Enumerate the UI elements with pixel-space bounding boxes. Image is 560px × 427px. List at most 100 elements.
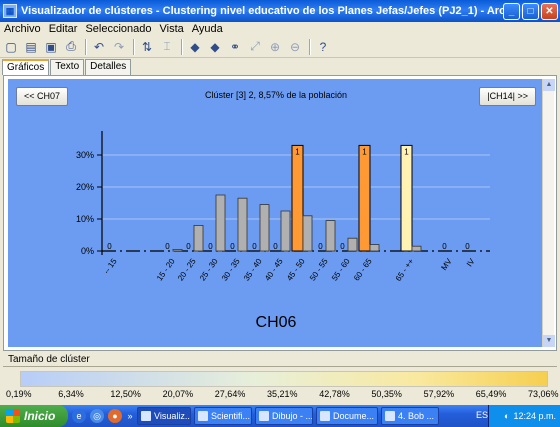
prev-cluster-button[interactable]: << CH07	[16, 87, 69, 106]
minimize-button[interactable]: _	[503, 2, 520, 20]
task-dibujo[interactable]: Dibujo - ...	[255, 407, 313, 425]
cluster-bar	[291, 144, 304, 252]
vertical-scrollbar[interactable]: ▲ ▼	[542, 79, 555, 347]
paint-icon	[259, 411, 269, 421]
tab-graficos[interactable]: Gráficos	[2, 59, 50, 75]
task-label: Dibujo - ...	[272, 411, 313, 421]
menu-archivo[interactable]: Archivo	[4, 23, 41, 35]
population-bar	[347, 237, 358, 252]
task-label: 4. Bob ...	[398, 411, 435, 421]
find-icon[interactable]: ⚭	[229, 39, 241, 54]
tab-detalles[interactable]: Detalles	[85, 59, 132, 75]
menu-seleccionado[interactable]: Seleccionado	[85, 23, 152, 35]
outlook-icon[interactable]: ◎	[90, 409, 104, 423]
undo-icon[interactable]: ↶	[93, 39, 105, 54]
x-tick-label: 40 - 45	[263, 257, 285, 283]
task-label: Docume...	[333, 411, 375, 421]
toolbar-separator	[181, 38, 183, 55]
next-cluster-button[interactable]: |CH14| >>	[479, 87, 536, 106]
task-bob[interactable]: 4. Bob ...	[381, 407, 439, 425]
more-icon[interactable]: »	[127, 411, 133, 421]
filter-icon[interactable]: ⌶	[163, 39, 171, 53]
back-icon[interactable]: ◆	[190, 39, 200, 54]
cluster-bar	[358, 144, 371, 252]
y-tick-label: 20%	[76, 182, 94, 192]
x-tick-label: 25 - 30	[198, 257, 220, 283]
menu-vista[interactable]: Vista	[159, 23, 184, 35]
cluster-size-tick: 35,21%	[267, 389, 298, 399]
cluster-size-tick: 50,35%	[371, 389, 402, 399]
print-icon[interactable]: ⎙	[66, 39, 76, 53]
sort-icon[interactable]: ⇅	[141, 39, 153, 54]
zoom-region-icon[interactable]: ⤢	[250, 39, 260, 53]
zoom-out-icon[interactable]: ⊖	[289, 39, 301, 54]
save-icon[interactable]: ▣	[45, 39, 57, 54]
document-icon	[320, 411, 330, 421]
cluster-size-ticks: 0,19% 6,34% 12,50% 20,07% 27,64% 35,21% 42,78%…	[0, 389, 560, 403]
x-tick-label: 45 - 50	[285, 257, 307, 283]
y-tick-label: 30%	[76, 150, 94, 160]
bar-value-label: 0	[186, 242, 191, 251]
plot-area: << CH07 Clúster [3] 2, 8,57% de la pobla…	[8, 79, 544, 347]
tab-texto[interactable]: Texto	[50, 59, 85, 75]
x-tick-label: 30 - 35	[220, 257, 242, 283]
scroll-up-icon[interactable]: ▲	[543, 79, 555, 91]
taskbar: Inicio e ◎ ● » Visualiz... Scientifi... …	[0, 405, 560, 427]
help-icon[interactable]: ?	[319, 39, 327, 54]
bar-value-label: 0	[318, 242, 323, 251]
task-scientific[interactable]: Scientifi...	[194, 407, 252, 425]
population-bar	[215, 194, 226, 252]
start-button[interactable]: Inicio	[0, 405, 68, 427]
cluster-size-tick: 12,50%	[110, 389, 141, 399]
cluster-size-tick: 57,92%	[423, 389, 455, 399]
redo-icon[interactable]: ↷	[113, 39, 125, 54]
bar-value-label: 0	[340, 242, 345, 251]
cluster-size-tick: 42,78%	[319, 389, 350, 399]
task-label: Visualiz...	[154, 411, 191, 421]
cluster-size-tick: 0,19%	[6, 389, 32, 399]
menu-ayuda[interactable]: Ayuda	[191, 23, 223, 35]
zoom-in-icon[interactable]: ⊕	[269, 39, 281, 54]
bar-value-label: 0	[442, 242, 447, 251]
maximize-button[interactable]: □	[522, 2, 539, 20]
task-documento[interactable]: Docume...	[316, 407, 378, 425]
forward-icon[interactable]: ◆	[210, 39, 220, 54]
media-icon[interactable]: ●	[108, 409, 122, 423]
cluster-size-gradient	[20, 371, 548, 387]
ie-icon[interactable]: e	[72, 409, 86, 423]
bar-value-label: 0	[273, 242, 278, 251]
bar-chart: 0% 10% 20% 30% 0 -- 15 0 15 - 20 0 20 - 25 0 25 - 3…	[76, 131, 490, 331]
close-button[interactable]: ✕	[541, 2, 558, 20]
open-icon[interactable]: ▤	[25, 39, 37, 54]
task-label: Scientifi...	[211, 411, 251, 421]
x-tick-label: IV	[465, 256, 477, 268]
cluster-size-tick: 27,64%	[214, 389, 246, 399]
x-tick-label: 65 - ++	[394, 257, 416, 283]
windows-logo-icon	[6, 409, 20, 423]
bar-value-label: 0	[230, 242, 235, 251]
population-bar	[369, 244, 380, 252]
cluster-size-tick: 65,49%	[475, 389, 507, 399]
new-icon[interactable]: ▢	[5, 39, 17, 54]
population-bar	[325, 220, 336, 252]
cluster-bar	[400, 144, 413, 252]
menu-editar[interactable]: Editar	[48, 23, 78, 35]
app-icon	[141, 411, 151, 421]
population-bar	[259, 204, 270, 252]
window-title: Visualizador de clústeres - Clustering n…	[21, 5, 503, 17]
population-bar	[193, 224, 204, 252]
language-indicator[interactable]: ES	[476, 410, 489, 420]
population-bar	[302, 215, 313, 252]
task-visualizador[interactable]: Visualiz...	[137, 407, 191, 425]
scroll-down-icon[interactable]: ▼	[543, 335, 555, 347]
population-bar	[237, 197, 248, 252]
system-tray: ◐ 12:24 p.m.	[488, 405, 560, 427]
x-tick-label: -- 15	[102, 257, 119, 276]
cluster-size-tick: 20,07%	[162, 389, 194, 399]
population-bar	[411, 245, 422, 252]
cluster-size-tick: 73,06%	[528, 389, 559, 399]
toolbar: ▢ ▤ ▣ ⎙ ↶ ↷ ⇅ ⌶ ◆ ◆ ⚭ ⤢ ⊕ ⊖ ?	[0, 36, 560, 58]
toolbar-separator	[133, 38, 135, 55]
bar-value-label: 1	[362, 147, 367, 156]
view-tabs: Gráficos Texto Detalles	[2, 59, 132, 75]
